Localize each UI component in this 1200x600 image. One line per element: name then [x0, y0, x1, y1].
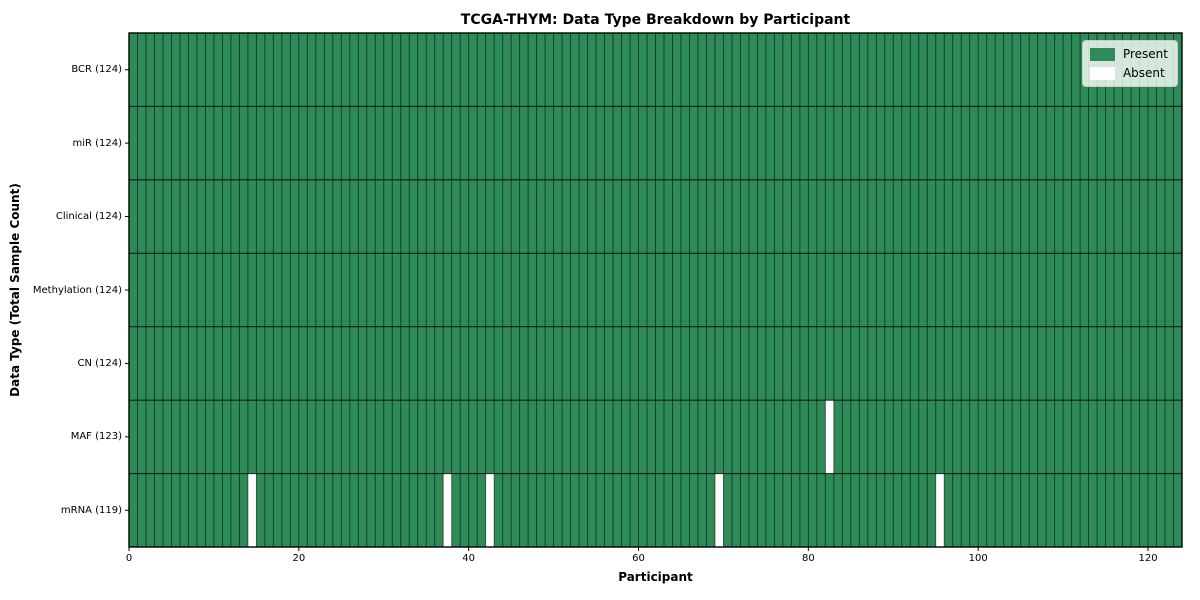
legend-entry-present: Present	[1089, 47, 1168, 61]
y-tick-label-BCR: BCR (124)	[71, 64, 122, 76]
x-tick-label-20: 20	[292, 553, 306, 564]
absent-cell-mRNA-95	[935, 473, 945, 547]
x-tick-label-0: 0	[125, 553, 133, 564]
absent-cell-mRNA-42	[485, 473, 495, 547]
absent-cell-MAF-82	[825, 400, 834, 474]
absent-cell-mRNA-37	[443, 473, 452, 547]
heatmap-plot	[125, 32, 1183, 551]
absent-cell-mRNA-69	[714, 473, 724, 547]
y-tick-label-Clinical: Clinical (124)	[55, 211, 122, 223]
y-tick-label-MAF: MAF (123)	[70, 431, 122, 443]
legend-label-present: Present	[1122, 47, 1168, 61]
y-axis-label: Data Type (Total Sample Count)	[8, 183, 22, 397]
legend: Present Absent	[1081, 40, 1178, 87]
x-tick-label-60: 60	[632, 553, 645, 564]
legend-entry-absent: Absent	[1089, 66, 1168, 80]
x-tick-label-80: 80	[801, 553, 815, 564]
y-tick-label-miR: miR (124)	[72, 137, 122, 149]
chart-title: TCGA-THYM: Data Type Breakdown by Partic…	[460, 12, 851, 28]
legend-swatch-present-icon	[1089, 47, 1115, 61]
absent-cell-mRNA-14	[247, 473, 257, 547]
x-tick-label-120: 120	[1138, 553, 1158, 564]
y-tick-label-CN: CN (124)	[77, 357, 122, 369]
x-axis-label: Participant	[618, 570, 693, 584]
y-tick-label-Methylation: Methylation (124)	[32, 284, 122, 296]
x-tick-label-100: 100	[968, 553, 988, 564]
y-tick-label-mRNA: mRNA (119)	[60, 504, 122, 516]
legend-label-absent: Absent	[1122, 66, 1165, 80]
legend-swatch-absent-icon	[1089, 66, 1115, 80]
x-tick-label-40: 40	[462, 553, 476, 564]
